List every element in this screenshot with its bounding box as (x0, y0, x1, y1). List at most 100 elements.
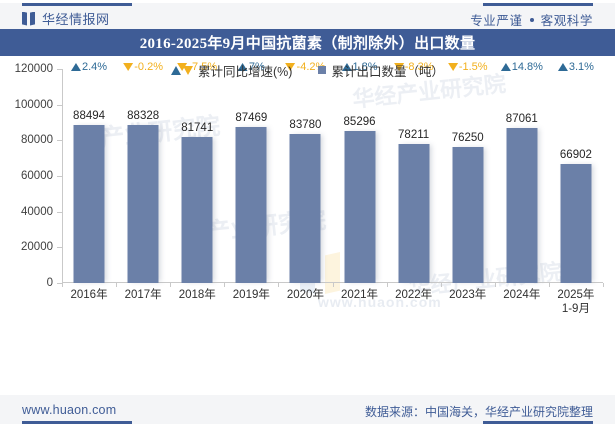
x-axis-label-line: 2025年 (557, 289, 595, 301)
x-axis-line (62, 282, 603, 283)
header-rule-right (483, 3, 593, 6)
site-header: 华经情报网 专业严谨 客观科学 (0, 0, 615, 29)
bar-value-label: 85296 (343, 115, 376, 128)
y-axis-tick-label: 60000 (21, 170, 53, 182)
bar-group: 88494 2.4% 88328 -0.2% 81741 -7.5% 87469 7% 8378… (62, 61, 603, 283)
x-axis-label: 2020年 (278, 288, 332, 316)
growth-rate-label: 1.8% (341, 61, 378, 73)
site-tagline: 专业严谨 客观科学 (470, 10, 593, 29)
watermark-url: www.huaon.com (318, 294, 442, 310)
x-axis-tick (62, 283, 63, 287)
tagline-right: 客观科学 (540, 14, 593, 28)
growth-rate-label: -0.2% (123, 61, 163, 73)
brand[interactable]: 华经情报网 (22, 9, 110, 28)
growth-rate-label: 3.1% (557, 61, 594, 73)
x-axis-label-line: 2024年 (503, 289, 541, 301)
triangle-down-icon (123, 63, 134, 71)
bar-item[interactable]: 88328 -0.2% (116, 61, 170, 283)
x-axis-label: 2023年 (441, 288, 495, 316)
y-axis-line (62, 69, 63, 283)
y-axis-tick (57, 247, 62, 249)
triangle-down-icon (393, 63, 404, 71)
growth-rate-value: -1.5% (458, 61, 488, 73)
growth-rate-label: 14.8% (500, 61, 543, 73)
square-marker-icon (318, 66, 327, 74)
bar[interactable] (289, 133, 321, 283)
bar[interactable] (181, 137, 213, 283)
bar[interactable] (452, 147, 484, 283)
y-axis-tick (57, 176, 62, 177)
x-axis-tick (440, 283, 442, 287)
growth-rate-label: -4.2% (285, 61, 325, 73)
huaon-logo-icon (22, 12, 35, 26)
bar-value-label: 88494 (73, 110, 106, 123)
growth-rate-label: -1.5% (447, 61, 488, 73)
bar-value-label: 87469 (235, 112, 268, 125)
x-axis-tick (170, 283, 172, 287)
x-axis-label-line: 2022年 (395, 289, 433, 301)
chart-area: 产业研究院 华经产业研究院 产业研究院 华经产业研究院 www.huaon.co… (0, 56, 615, 395)
triangle-down-icon (177, 63, 188, 71)
bar-value-label: 76250 (451, 132, 484, 145)
bar-item[interactable]: 76250 -1.5% (441, 61, 495, 283)
triangle-up-icon (557, 63, 568, 71)
x-axis-tick (494, 283, 496, 287)
bar[interactable] (73, 125, 105, 283)
growth-rate-label: 2.4% (71, 61, 107, 73)
growth-rate-value: 7% (248, 61, 265, 73)
footer-rule-right (483, 421, 593, 424)
growth-rate-value: 3.1% (568, 61, 594, 73)
footer-url[interactable]: www.huaon.com (22, 403, 117, 417)
x-axis-label: 2019年 (224, 288, 278, 316)
bar-item[interactable]: 88494 2.4% (62, 61, 116, 283)
bar-item[interactable]: 83780 -4.2% (278, 61, 332, 283)
growth-rate-value: -8.3% (404, 61, 434, 73)
bar-item[interactable]: 81741 -7.5% (170, 61, 224, 283)
y-axis-tick-label: 80000 (21, 134, 53, 147)
triangle-up-down-icon (171, 65, 194, 75)
plot-area: 0 20000 40000 60000 80000 100000 120000 88494 2… (15, 61, 604, 289)
y-axis-tick-label: 40000 (21, 205, 53, 218)
bar-item[interactable]: 85296 1.8% (332, 61, 386, 283)
x-axis-labels: 2016年 2017年 2018年 2019年 2020年 2021年 2022年 2023年… (62, 288, 603, 316)
tagline-left: 专业严谨 (470, 14, 523, 28)
growth-rate-label: -8.3% (393, 61, 434, 73)
bar-item[interactable]: 66902 3.1% (549, 61, 603, 283)
legend-label-growth: 累计同比增速(%) (198, 64, 293, 79)
y-axis-tick-label: 0 (46, 277, 53, 289)
bar[interactable] (235, 127, 267, 283)
x-axis-label-line: 2019年 (232, 289, 270, 301)
bar[interactable] (560, 163, 592, 283)
x-axis-label: 2024年 (495, 288, 549, 316)
legend-item-growth[interactable]: 累计同比增速(%) (171, 61, 292, 80)
x-axis-label: 2021年 (332, 288, 386, 316)
bar-item[interactable]: 87469 7% (224, 61, 278, 283)
bar[interactable] (344, 130, 376, 283)
y-axis-tick (57, 69, 62, 70)
x-axis-label: 2025年 1-9月 (549, 288, 603, 316)
triangle-up-icon (500, 63, 511, 71)
legend-item-volume[interactable]: 累计出口数量（吨） (318, 61, 444, 80)
chart-title-bar: 2016-2025年9月中国抗菌素（制剂除外）出口数量 (0, 29, 615, 56)
bar-item[interactable]: 87061 14.8% (495, 61, 549, 283)
x-axis-tick (603, 283, 604, 287)
x-axis-label-line: 2020年 (286, 289, 324, 301)
site-footer: www.huaon.com 数据来源：中国海关，华经产业研究院整理 (0, 395, 615, 427)
bar[interactable] (127, 125, 159, 283)
bar[interactable] (506, 127, 538, 283)
x-axis-tick (278, 283, 280, 287)
triangle-down-icon (285, 63, 296, 71)
bar[interactable] (398, 143, 430, 283)
triangle-up-icon (237, 63, 248, 71)
bar-item[interactable]: 78211 -8.3% (387, 61, 441, 283)
x-axis-label: 2018年 (170, 288, 224, 316)
x-axis-label: 2022年 (387, 288, 441, 316)
growth-rate-value: 14.8% (511, 61, 543, 73)
y-axis-tick (57, 104, 62, 106)
x-axis-tick (386, 283, 388, 287)
growth-rate-label: -7.5% (177, 61, 217, 73)
bar-value-label: 81741 (181, 122, 214, 135)
x-axis-tick (224, 283, 226, 287)
bar-value-label: 87061 (505, 112, 538, 125)
x-axis-label-line: 1-9月 (561, 303, 590, 315)
